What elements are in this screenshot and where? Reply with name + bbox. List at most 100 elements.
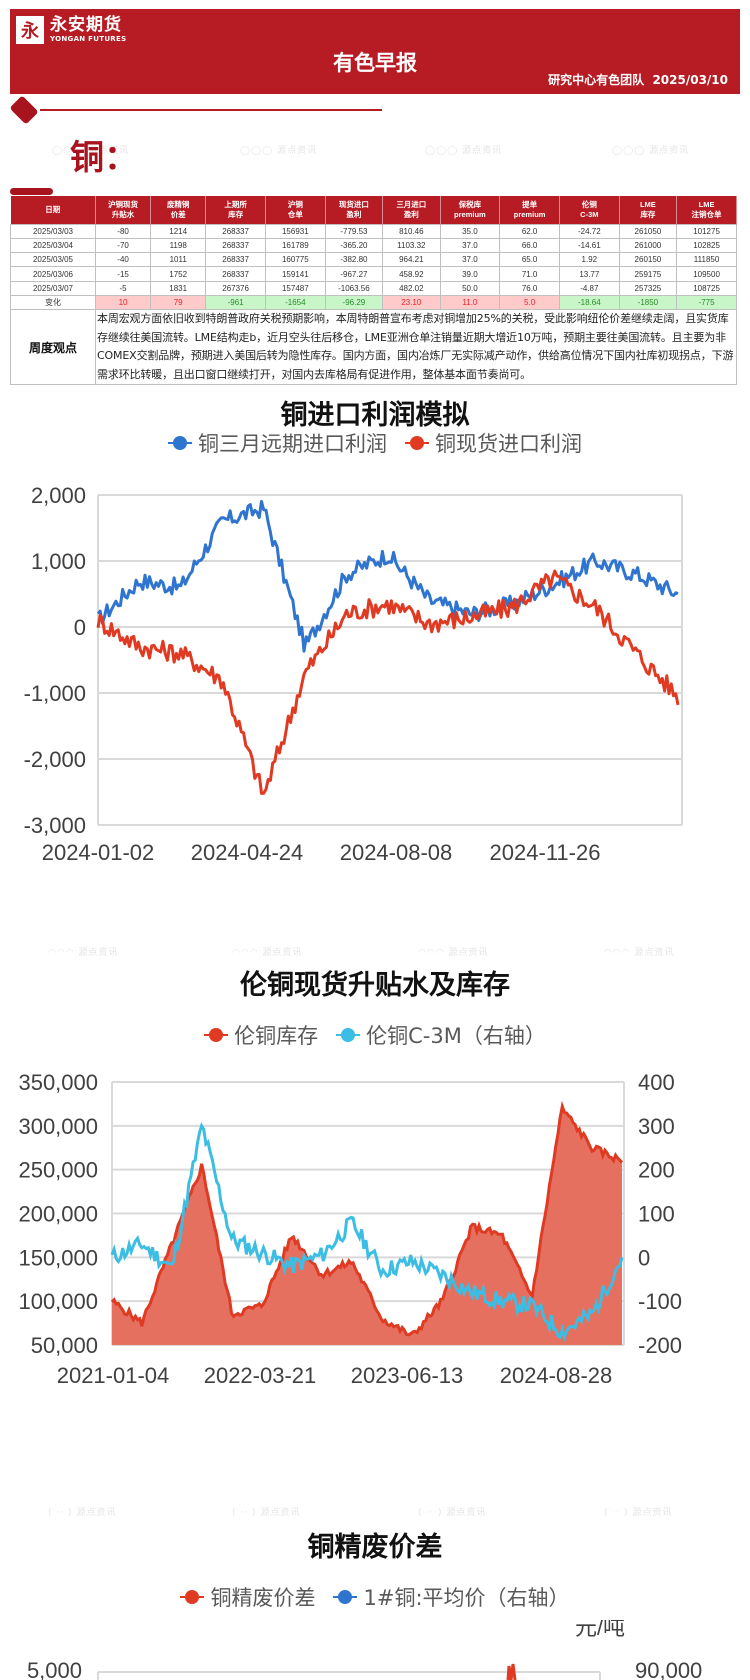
legend-item-lme-stock[interactable]: 伦铜库存: [204, 1020, 318, 1050]
column-header: 废精铜 价差: [150, 196, 207, 224]
table-cell: 157487: [264, 280, 326, 296]
team-name: 研究中心有色团队: [548, 73, 645, 87]
svg-text:100,000: 100,000: [18, 1289, 98, 1314]
table-row: 2025/03/04 -70 1198 268337 161789 -365.20 1103…: [10, 237, 737, 254]
svg-text:-100: -100: [638, 1289, 682, 1314]
table-cell: -14.61: [558, 237, 620, 254]
table-cell: 1214: [150, 223, 207, 239]
column-header: 上期所 库存: [205, 196, 266, 224]
logo-mark-icon: 永: [16, 16, 44, 44]
svg-text:-3,000: -3,000: [24, 813, 86, 838]
change-cell: 5.0: [499, 294, 560, 311]
change-cell: -1654: [264, 294, 326, 311]
table-cell: 37.0: [439, 237, 501, 254]
chart-lme-spread-stock: 350,000 400 300,000 300 250,000 200 200,000 100…: [18, 1070, 682, 1388]
table-cell: -70: [94, 237, 152, 254]
column-header: 沪铜 仓单: [265, 196, 326, 224]
watermark: ( ·· ) 源点资讯: [418, 1508, 487, 1518]
table-cell: 1103.32: [382, 237, 441, 254]
legend-label: 1#铜:平均价（右轴）: [363, 1586, 570, 1610]
table-cell: 1752: [150, 266, 207, 282]
table-cell: 268337: [205, 252, 266, 268]
legend-marker-cyan-icon: [336, 1028, 361, 1042]
legend-item-3m-profit[interactable]: 铜三月远期进口利润: [168, 428, 387, 458]
legend-label: 铜现货进口利润: [435, 432, 582, 456]
column-header: LME 库存: [619, 196, 678, 224]
table-cell: 810.46: [382, 223, 441, 239]
weekly-view-row: 周度观点 本周宏观方面依旧收到特朗普政府关税预期影响，本周特朗普宣布考虑对铜增加2…: [10, 309, 737, 386]
change-cell: -18.64: [558, 294, 620, 311]
svg-text:2022-03-21: 2022-03-21: [204, 1363, 317, 1388]
legend-marker-red-icon: [180, 1590, 205, 1604]
legend-item-spot-profit[interactable]: 铜现货进口利润: [405, 428, 582, 458]
watermark: ◯◯◯ 源点资讯: [425, 146, 503, 156]
column-header: 三月进口 盈利: [382, 196, 441, 224]
table-cell: 109500: [676, 266, 737, 282]
table-cell: -24.72: [558, 223, 620, 239]
table-cell: 156931: [264, 223, 326, 239]
svg-text:2024-04-24: 2024-04-24: [191, 840, 304, 865]
table-cell: 2025/03/06: [10, 266, 96, 282]
table-cell: 458.92: [382, 266, 441, 282]
table-cell: -382.80: [324, 252, 384, 268]
change-cell: 23.10: [382, 294, 441, 311]
chart-legend-import-profit: 铜三月远期进口利润 铜现货进口利润: [0, 428, 750, 458]
table-cell: 160775: [264, 252, 326, 268]
svg-text:0: 0: [74, 615, 86, 640]
svg-text:2024-01-02: 2024-01-02: [42, 840, 155, 865]
table-cell: -779.53: [324, 223, 384, 239]
svg-text:1,000: 1,000: [31, 549, 86, 574]
svg-text:2,000: 2,000: [31, 483, 86, 508]
section-title-copper: 铜：: [70, 138, 138, 178]
table-cell: 159141: [264, 266, 326, 282]
change-label: 变化: [10, 294, 96, 311]
table-cell: 260150: [618, 252, 678, 268]
table-cell: 259175: [618, 266, 678, 282]
table-cell: 76.0: [499, 280, 560, 296]
legend-item-copper-avg-price[interactable]: 1#铜:平均价（右轴）: [333, 1582, 570, 1612]
chart-title-refined-scrap-spread: 铜精废价差: [307, 1532, 443, 1563]
table-cell: 1198: [150, 237, 207, 254]
svg-text:150,000: 150,000: [18, 1245, 98, 1270]
change-cell: -961: [205, 294, 266, 311]
svg-text:200,000: 200,000: [18, 1202, 98, 1227]
svg-text:2024-08-08: 2024-08-08: [340, 840, 453, 865]
column-header: LME 注销仓单: [676, 196, 737, 224]
legend-marker-blue-icon: [168, 436, 192, 450]
svg-text:100: 100: [638, 1202, 675, 1227]
svg-text:2024-08-28: 2024-08-28: [500, 1363, 613, 1388]
column-header: 提单 premium: [499, 196, 560, 224]
svg-text:-200: -200: [638, 1333, 682, 1358]
legend-label: 伦铜C-3M（右轴）: [366, 1024, 546, 1048]
svg-text:5,000: 5,000: [27, 1658, 82, 1680]
table-cell: 2025/03/04: [10, 237, 96, 254]
diamond-ornament-icon: [9, 95, 39, 125]
watermark: ( ·· ) 源点资讯: [232, 1508, 301, 1518]
change-cell: 10: [94, 294, 152, 311]
table-cell: 268337: [205, 237, 266, 254]
table-cell: 35.0: [439, 223, 501, 239]
watermark: ◠◠◠ 源点资讯: [418, 948, 489, 958]
table-row: 2025/03/07 -5 1831 267376 157487 -1063.56 482.…: [10, 280, 737, 296]
watermark: ◯◯◯ 源点资讯: [52, 146, 130, 156]
column-header: 沪铜现货 升贴水: [95, 196, 152, 224]
table-cell: 62.0: [499, 223, 560, 239]
table-cell: -15: [94, 266, 152, 282]
svg-text:90,000: 90,000: [635, 1658, 702, 1680]
legend-label: 铜三月远期进口利润: [198, 432, 387, 456]
chart-legend-scrap: 铜精废价差 1#铜:平均价（右轴）: [0, 1582, 750, 1612]
svg-text:0: 0: [638, 1245, 650, 1270]
table-cell: 66.0: [499, 237, 560, 254]
logo-en-text: YONGAN FUTURES: [50, 35, 127, 43]
table-cell: 108725: [676, 280, 737, 296]
table-cell: -40: [94, 252, 152, 268]
column-header: 现货进口 盈利: [325, 196, 384, 224]
legend-item-scrap-spread[interactable]: 铜精废价差: [180, 1582, 315, 1612]
table-cell: 13.77: [558, 266, 620, 282]
table-cell: 37.0: [439, 252, 501, 268]
legend-marker-red-icon: [405, 436, 429, 450]
divider: [40, 109, 382, 111]
chart-refined-scrap-spread: 元/吨 5,000 90,000: [27, 1620, 702, 1680]
legend-item-lme-c3m[interactable]: 伦铜C-3M（右轴）: [336, 1020, 546, 1050]
